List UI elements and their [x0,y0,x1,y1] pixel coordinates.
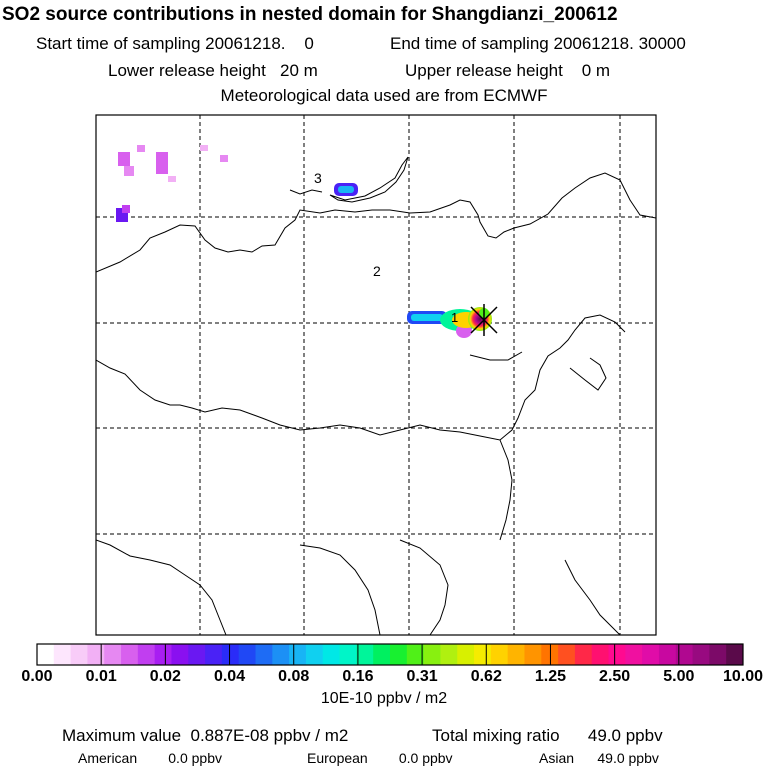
colorbar-cell [104,644,122,665]
colorbar-cell [658,644,677,665]
colorbar-cell [305,644,324,665]
start-time: Start time of sampling 20061218. 0 [36,34,314,53]
colorbar-cell [440,644,458,665]
colorbar-cell [188,644,206,665]
colorbar-cell [53,644,72,665]
colorbar-cell [709,644,727,665]
colorbar-tick-label: 0.01 [85,668,117,685]
colorbar-cell [574,644,593,665]
colorbar-cell [625,644,643,665]
colorbar-cell [154,644,172,665]
total-mixing-ratio: Total mixing ratio 49.0 ppbv [432,726,663,745]
colorbar-cell [238,644,257,665]
grid-lines [96,115,656,635]
colorbar-cell [37,644,55,665]
colorbar-cell [490,644,509,665]
colorbar-cell [339,644,357,665]
upper-release-height: Upper release height 0 m [405,61,611,80]
colorbar-cell [171,644,189,665]
colorbar-cell [70,644,88,665]
colorbar-cell [272,644,290,665]
max-value: Maximum value 0.887E-08 ppbv / m2 [62,726,349,745]
region-american: American 0.0 ppbv [78,750,222,766]
colorbar-cell [255,644,273,665]
colorbar-tick-label: 1.25 [534,668,567,685]
colorbar-tick-label: 0.62 [470,668,502,685]
lower-release-height: Lower release height 20 m [108,61,318,80]
colorbar-cell [726,644,744,665]
colorbar-cell [692,644,710,665]
colorbar-tick-label: 0.02 [149,668,181,685]
region-european: European 0.0 ppbv [307,750,453,766]
colorbar-cell [541,644,559,665]
colorbar-cell [507,644,525,665]
region-asian: Asian 49.0 ppbv [539,750,659,766]
colorbar-cell [356,644,374,665]
colorbar-cell [608,644,626,665]
met-data-line: Meteorological data used are from ECMWF [220,86,548,105]
colorbar-cell [137,644,156,665]
colorbar-cell [558,644,576,665]
colorbar-cell [205,644,223,665]
colorbar-cell [289,644,307,665]
colorbar-cell [121,644,139,665]
colorbar-tick-label: 0.00 [21,668,53,685]
colorbar-cell [591,644,610,665]
colorbar-tick-label: 0.31 [406,668,438,685]
colorbar-tick-label: 10.00 [722,668,764,685]
colorbar-cell [423,644,441,665]
colorbar-tick-label: 0.16 [342,668,374,685]
colorbar-cell [474,644,492,665]
region-label-1: 1 [451,310,458,325]
colorbar-cell [87,644,105,665]
colorbar-cell [524,644,542,665]
coastlines [96,156,656,635]
colorbar-tick-label: 0.08 [278,668,310,685]
colorbar-unit: 10E-10 ppbv / m2 [320,690,448,707]
colorbar-cell [457,644,475,665]
colorbar-cell [221,644,240,665]
map-title: SO2 source contributions in nested domai… [2,4,618,25]
region-label-2: 2 [373,263,381,279]
colorbar-cell [373,644,391,665]
colorbar-cell [390,644,408,665]
colorbar-tick-label: 2.50 [599,668,631,685]
concentration-field [116,145,492,338]
colorbar-tick-label: 5.00 [663,668,695,685]
colorbar-cell [322,644,341,665]
colorbar-cell [675,644,694,665]
colorbar-tick-label: 0.04 [213,668,246,685]
end-time: End time of sampling 20061218. 30000 [390,34,686,53]
station-marker [470,304,498,336]
colorbar-cell [406,644,425,665]
map-frame [95,114,657,636]
region-label-3: 3 [314,170,322,186]
colorbar-cell [642,644,660,665]
